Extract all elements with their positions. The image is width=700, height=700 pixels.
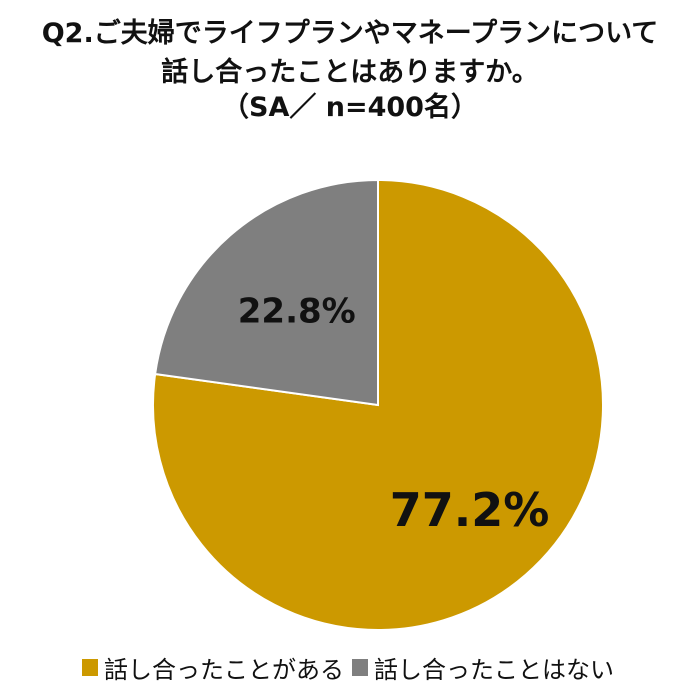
legend-item-yes: 話し合ったことがある <box>82 650 344 685</box>
legend-swatch-yes <box>82 659 98 676</box>
legend-label-yes: 話し合ったことがある <box>104 656 344 684</box>
legend-label-no: 話し合ったことはない <box>374 656 614 684</box>
pie-slice-2 <box>154 178 379 407</box>
chart-title-line-1: Q2.ご夫婦でライフプランやマネープランについて <box>41 18 659 49</box>
chart-title-line-2: 話し合ったことはありますか。 <box>161 57 539 88</box>
legend-item-no: 話し合ったことはない <box>352 650 614 685</box>
chart-title-line-3: （SA／ n=400名） <box>222 92 478 123</box>
pie-label-2: 22.8% <box>238 292 356 332</box>
legend-swatch-no <box>352 659 368 676</box>
pie-label-1: 77.2% <box>390 483 550 537</box>
